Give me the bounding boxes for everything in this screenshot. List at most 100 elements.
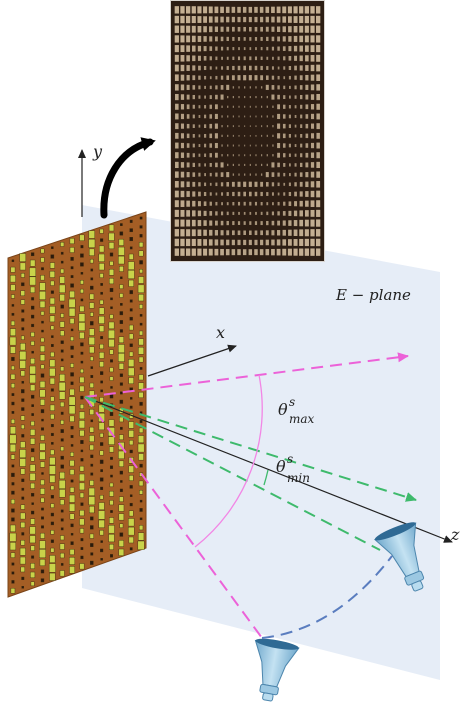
photo-unit-cell	[254, 56, 258, 61]
panel-unit-cell	[109, 394, 114, 399]
photo-unit-cell	[237, 6, 241, 13]
panel-unit-cell	[80, 395, 84, 400]
panel-unit-cell	[11, 393, 15, 396]
photo-unit-cell	[243, 47, 246, 51]
photo-unit-cell	[192, 200, 196, 207]
photo-unit-cell	[316, 15, 321, 24]
photo-unit-cell	[248, 239, 252, 246]
photo-unit-cell	[310, 219, 315, 227]
photo-unit-cell	[244, 96, 246, 99]
panel-unit-cell	[128, 510, 134, 517]
photo-unit-cell	[220, 6, 224, 14]
panel-unit-cell	[69, 557, 76, 565]
panel-unit-cell	[60, 304, 64, 309]
panel-unit-cell	[11, 517, 15, 522]
photo-unit-cell	[316, 103, 320, 110]
photo-unit-cell	[294, 182, 297, 187]
photo-unit-cell	[180, 45, 185, 53]
panel-unit-cell	[30, 421, 35, 426]
panel-unit-cell	[89, 435, 95, 442]
photo-unit-cell	[244, 135, 246, 137]
photo-unit-cell	[198, 191, 201, 197]
photo-unit-cell	[277, 26, 281, 32]
panel-unit-cell	[118, 344, 125, 354]
panel-unit-cell	[89, 533, 94, 539]
panel-unit-cell	[129, 308, 133, 312]
panel-unit-cell	[139, 420, 143, 423]
panel-unit-cell	[58, 479, 66, 489]
photo-unit-cell	[254, 191, 258, 197]
photo-unit-cell	[288, 46, 292, 52]
photo-unit-cell	[266, 36, 269, 42]
panel-unit-cell	[50, 530, 55, 535]
panel-unit-cell	[70, 426, 74, 430]
panel-unit-cell	[19, 262, 26, 271]
panel-unit-cell	[89, 346, 95, 354]
panel-unit-cell	[80, 449, 84, 453]
photo-unit-cell	[316, 54, 321, 62]
photo-unit-cell	[180, 104, 185, 110]
panel-unit-cell	[120, 426, 123, 430]
e-plane-label: E − plane	[335, 286, 411, 304]
panel-unit-cell	[31, 555, 35, 559]
panel-unit-cell	[138, 294, 144, 302]
photo-unit-cell	[226, 75, 230, 80]
panel-unit-cell	[128, 377, 134, 384]
panel-unit-cell	[139, 499, 143, 503]
panel-unit-cell	[79, 411, 85, 420]
panel-unit-cell	[60, 527, 64, 531]
panel-unit-cell	[118, 460, 124, 467]
photo-unit-cell	[192, 181, 196, 187]
panel-unit-cell	[80, 360, 84, 364]
photo-unit-cell	[293, 25, 298, 33]
photo-unit-cell	[243, 211, 246, 215]
photo-unit-cell	[203, 220, 207, 226]
panel-unit-cell	[80, 440, 84, 444]
panel-unit-cell	[129, 440, 134, 446]
photo-unit-cell	[243, 26, 246, 32]
photo-unit-cell	[299, 65, 303, 71]
panel-unit-cell	[21, 487, 25, 491]
photo-unit-cell	[180, 55, 185, 62]
panel-unit-cell	[118, 246, 125, 256]
photo-unit-cell	[282, 36, 286, 42]
photo-unit-cell	[214, 248, 219, 256]
panel-unit-cell	[21, 478, 25, 482]
panel-unit-cell	[60, 552, 65, 559]
photo-unit-cell	[266, 66, 269, 70]
photo-unit-cell	[266, 56, 269, 60]
panel-unit-cell	[30, 563, 35, 569]
panel-unit-cell	[69, 388, 75, 396]
photo-unit-cell	[203, 229, 207, 236]
photo-unit-cell	[316, 84, 321, 91]
photo-unit-cell	[204, 133, 207, 138]
photo-unit-cell	[310, 25, 315, 33]
panel-unit-cell	[10, 328, 16, 336]
photo-unit-cell	[265, 6, 270, 13]
x-axis-label: x	[216, 323, 225, 342]
panel-unit-cell	[137, 443, 145, 453]
panel-unit-cell	[19, 458, 26, 467]
panel-unit-cell	[128, 333, 134, 340]
photo-unit-cell	[180, 123, 185, 129]
photo-unit-cell	[299, 238, 304, 246]
photo-unit-cell	[198, 163, 201, 167]
panel-unit-cell	[10, 499, 15, 505]
photo-unit-cell	[244, 125, 246, 127]
panel-unit-cell	[120, 303, 123, 306]
panel-unit-cell	[80, 547, 84, 550]
theta-min-arc	[263, 469, 269, 486]
photo-unit-cell	[310, 238, 315, 247]
photo-unit-cell	[209, 153, 212, 158]
photo-unit-cell	[209, 201, 212, 206]
photo-unit-cell	[255, 163, 257, 166]
photo-unit-cell	[288, 201, 292, 206]
photo-unit-cell	[237, 221, 241, 225]
photo-unit-cell	[175, 161, 179, 169]
panel-unit-cell	[60, 251, 64, 255]
panel-unit-cell	[138, 356, 144, 363]
panel-unit-cell	[10, 373, 16, 380]
photo-unit-cell	[180, 142, 185, 149]
photo-unit-cell	[299, 191, 303, 197]
panel-unit-cell	[119, 470, 123, 475]
